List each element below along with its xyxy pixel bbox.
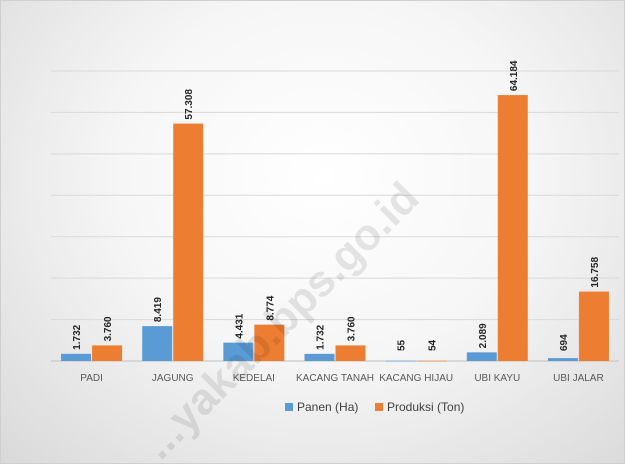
- legend-swatch: [375, 403, 383, 411]
- bar: [385, 360, 416, 362]
- data-label: 3.760: [103, 316, 114, 341]
- bar: [578, 291, 609, 361]
- legend-label: Produksi (Ton): [387, 400, 464, 414]
- x-tick-label: KACANG HIJAU: [379, 373, 453, 384]
- data-label: 8.419: [153, 297, 164, 322]
- legend-swatch: [285, 403, 293, 411]
- bar: [92, 345, 123, 361]
- data-label: 2.089: [478, 323, 489, 348]
- data-label: 64.184: [509, 60, 520, 91]
- legend-label: Panen (Ha): [297, 400, 358, 414]
- data-label: 57.308: [184, 89, 195, 120]
- data-label: 694: [559, 334, 570, 351]
- bar: [223, 342, 254, 361]
- bar: [547, 358, 578, 361]
- x-tick-label: JAGUNG: [152, 373, 194, 384]
- bar: [304, 353, 335, 361]
- x-tick-label: PADI: [80, 373, 103, 384]
- bar: [173, 123, 204, 361]
- x-tick-label: KEDELAI: [233, 373, 275, 384]
- data-label: 8.774: [265, 295, 276, 320]
- bar: [61, 353, 92, 361]
- bar: [497, 95, 528, 362]
- data-label: 1.732: [316, 324, 327, 349]
- x-tick-label: UBI KAYU: [474, 373, 520, 384]
- bar: [142, 326, 173, 361]
- bar: [335, 345, 366, 361]
- data-label: 55: [397, 339, 408, 351]
- data-label: 54: [428, 339, 439, 351]
- bar: [466, 352, 497, 361]
- bar: [416, 360, 447, 362]
- data-label: 1.732: [72, 324, 83, 349]
- x-tick-label: KACANG TANAH: [296, 373, 374, 384]
- x-tick-label: UBI JALAR: [553, 373, 604, 384]
- bar: [254, 324, 285, 361]
- data-label: 4.431: [234, 313, 245, 338]
- data-label: 16.758: [590, 257, 601, 288]
- data-label: 3.760: [347, 316, 358, 341]
